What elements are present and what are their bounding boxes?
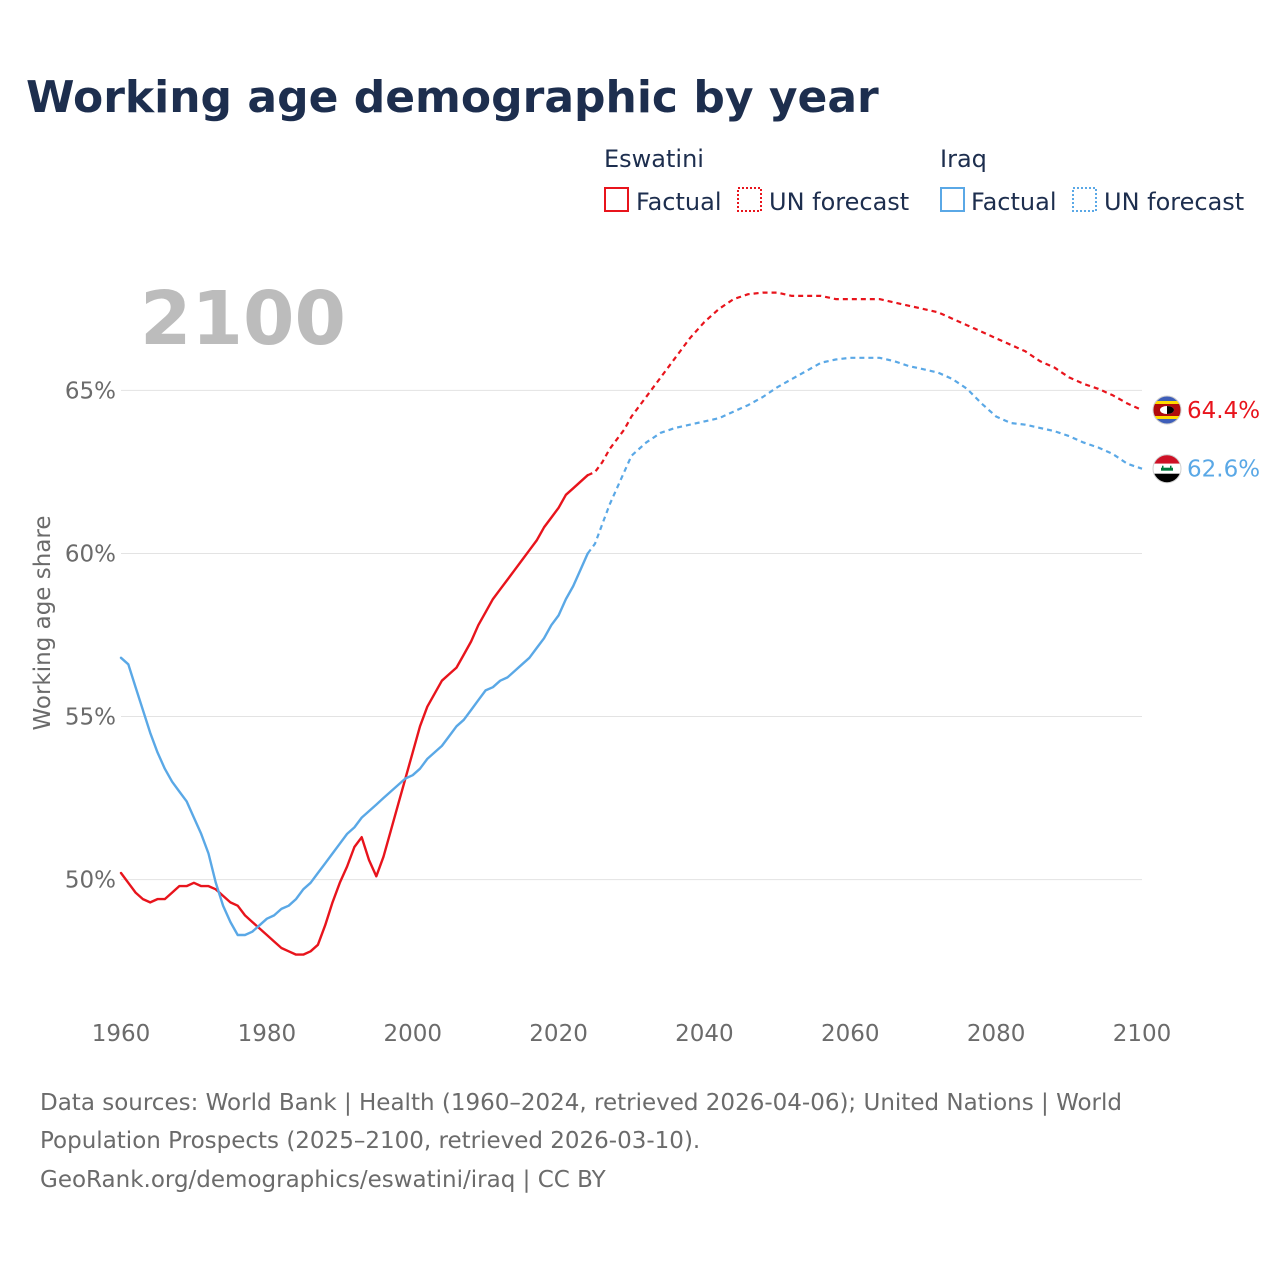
y-tick-label: 55% [65, 705, 116, 731]
x-tick-label: 2020 [529, 1021, 588, 1047]
y-tick-label: 50% [65, 868, 116, 894]
legend-eswatini-factual-swatch [604, 187, 629, 212]
eswatini-end-label: 64.4% [1187, 398, 1260, 424]
iraq-end-marker: 62.6% [1152, 454, 1260, 484]
series-layer [119, 291, 1143, 956]
x-tick-label: 2100 [1113, 1021, 1172, 1047]
grid-layer [121, 389, 1142, 881]
legend-iraq-title: Iraq [940, 145, 987, 173]
x-tick-label: 2080 [967, 1021, 1026, 1047]
x-tick-label: 1960 [92, 1021, 151, 1047]
footer-sources-line2: Population Prospects (2025–2100, retriev… [40, 1128, 701, 1154]
legend-iraq-forecast-swatch [1072, 187, 1097, 212]
eswatini-factual-line[interactable] [119, 474, 589, 956]
y-axis-label: Working age share [30, 515, 56, 730]
eswatini-flag-icon [1153, 396, 1181, 424]
footer-attribution[interactable]: GeoRank.org/demographics/eswatini/iraq |… [40, 1167, 606, 1193]
eswatini-end-marker: 64.4% [1152, 395, 1260, 425]
x-tick-label: 2000 [383, 1021, 442, 1047]
x-tick-label: 2040 [675, 1021, 734, 1047]
x-tick-label: 1980 [238, 1021, 297, 1047]
iraq-factual-line[interactable] [119, 552, 589, 937]
x-tick-label: 2060 [821, 1021, 880, 1047]
legend-eswatini-forecast-swatch [737, 187, 762, 212]
year-display: 2100 [140, 276, 346, 362]
legend-eswatini-title: Eswatini [604, 145, 704, 173]
legend-iraq-factual-label: Factual [971, 188, 1057, 216]
legend-eswatini[interactable]: Eswatini Factual UN forecast [604, 145, 909, 216]
legend-iraq-factual-swatch [940, 187, 965, 212]
tick-layer: 50% 55% 60% 65% 1960 1980 2000 2020 2040 2060 2080… [65, 378, 1171, 1047]
legend-eswatini-forecast-label: UN forecast [769, 188, 909, 216]
legend-eswatini-factual-label: Factual [636, 188, 722, 216]
legend-iraq[interactable]: Iraq Factual UN forecast [940, 145, 1244, 216]
y-tick-label: 65% [65, 378, 116, 404]
eswatini-forecast-line[interactable] [587, 291, 1143, 477]
chart-title: Working age demographic by year [26, 72, 879, 123]
iraq-flag-icon [1153, 454, 1181, 483]
legend-iraq-forecast-label: UN forecast [1104, 188, 1244, 216]
iraq-end-label: 62.6% [1187, 457, 1260, 483]
y-tick-label: 60% [65, 541, 116, 567]
footer-sources-line1: Data sources: World Bank | Health (1960–… [40, 1090, 1122, 1116]
iraq-forecast-line[interactable] [586, 356, 1143, 555]
